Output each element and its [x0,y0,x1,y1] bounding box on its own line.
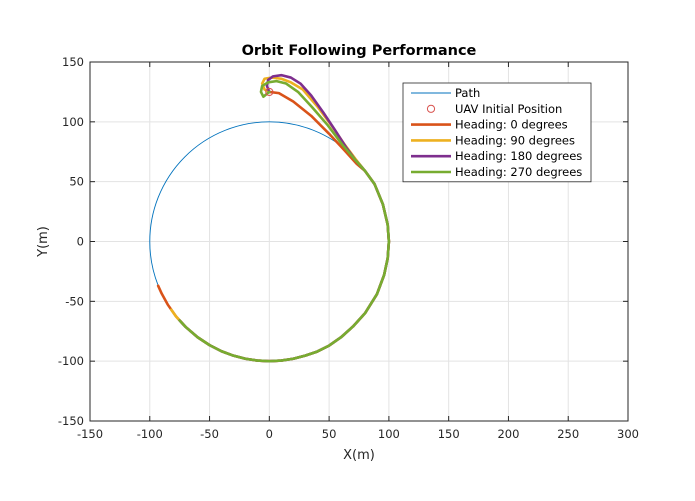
legend-marker-1 [426,104,436,113]
x-tick-label: 150 [438,427,460,441]
legend: Path UAV Initial Position Heading: 0 degre… [402,82,592,183]
x-tick-label: 300 [617,427,639,441]
x-tick-label: 0 [266,427,273,441]
y-axis-label: Y(m) [36,226,51,258]
x-tick-label: 250 [557,427,579,441]
y-tick-label: 150 [62,55,84,69]
x-tick-label: -100 [137,427,163,441]
y-tick-label: 50 [69,175,84,189]
legend-label-1: UAV Initial Position [455,102,562,116]
x-tick-label: 50 [322,427,337,441]
data-layer [149,73,391,363]
y-tick-label: -150 [58,414,84,428]
x-axis-label: X(m) [343,448,375,463]
legend-box [402,82,592,183]
y-tick-label: 0 [77,235,84,249]
x-tick-label: 100 [378,427,400,441]
series-line-3 [178,79,391,363]
legend-label-2: Heading: 0 degrees [455,118,568,132]
y-tick-label: -100 [58,354,84,368]
legend-label-0: Path [455,86,480,100]
x-tick-label: -50 [200,427,219,441]
chart-title: Orbit Following Performance [242,43,477,59]
y-tick-label: 100 [62,115,84,129]
legend-label-4: Heading: 180 degrees [455,149,582,163]
y-tick-label: -50 [65,294,84,308]
legend-label-5: Heading: 270 degrees [455,165,582,179]
x-tick-label: -150 [77,427,103,441]
legend-label-3: Heading: 90 degrees [455,133,575,147]
x-tick-label: 200 [497,427,519,441]
initial-position-marker [265,87,274,97]
axis-ticks: -150 -100 -50 0 50 100 150 200 250 300 -150 -100 -50… [58,55,639,441]
